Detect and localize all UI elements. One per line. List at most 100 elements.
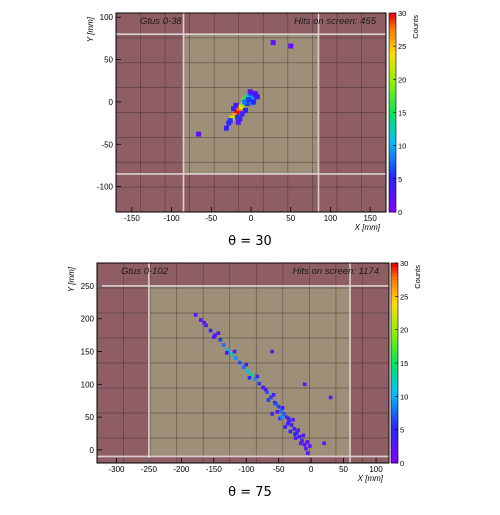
hit-point <box>257 381 262 386</box>
hit-point <box>271 393 276 397</box>
hit-point <box>239 111 245 117</box>
colorbar-band <box>389 59 396 64</box>
colorbar-band <box>391 286 398 291</box>
plot-title-left: Gtus 0-102 <box>121 266 169 277</box>
colorbar-band <box>389 185 396 190</box>
hit-point <box>328 395 333 400</box>
colorbar-band <box>391 266 398 271</box>
plot-title-left: Gtus 0-38 <box>140 16 182 27</box>
colorbar-band <box>391 443 398 447</box>
x-axis-label: X [mm] <box>354 223 381 232</box>
colorbar-band <box>391 436 398 441</box>
colorbar-band <box>391 433 398 437</box>
hit-point <box>304 446 308 451</box>
hit-point <box>245 369 250 373</box>
colorbar-band <box>391 409 398 414</box>
hit-point <box>296 428 300 433</box>
colorbar-band <box>389 172 396 176</box>
colorbar-tick-label: 10 <box>398 142 406 151</box>
colorbar-band <box>391 293 398 297</box>
colorbar-tick-label: 20 <box>400 326 408 335</box>
colorbar-band <box>389 168 396 173</box>
colorbar-band <box>389 182 396 186</box>
colorbar-band <box>389 36 396 40</box>
colorbar-band <box>389 72 396 77</box>
hit-point <box>199 318 203 322</box>
colorbar-band <box>389 89 396 93</box>
hit-point <box>247 89 253 95</box>
colorbar-band <box>389 148 396 153</box>
colorbar-band <box>391 336 398 341</box>
hit-point <box>292 427 297 431</box>
colorbar-band <box>389 112 396 117</box>
hit-point <box>279 408 284 413</box>
colorbar-band <box>391 306 398 311</box>
hit-point <box>213 333 217 337</box>
colorbar-band <box>389 13 396 17</box>
colorbar-band <box>389 22 396 27</box>
colorbar-band <box>391 289 398 294</box>
colorbar-band <box>391 383 398 387</box>
colorbar-band <box>391 343 398 347</box>
colorbar-band <box>391 279 398 284</box>
y-tick-label: 250 <box>81 282 95 291</box>
x-tick-label: 50 <box>339 465 348 474</box>
x-tick-label: -100 <box>238 465 255 474</box>
colorbar-band <box>391 453 398 457</box>
plot-title-right: Hits on screen: 1174 <box>293 266 379 277</box>
colorbar-label: Counts <box>413 265 422 289</box>
x-tick-label: -50 <box>206 214 218 223</box>
colorbar-tick-label: 0 <box>398 208 402 217</box>
hit-point <box>208 328 213 333</box>
hit-point <box>223 125 229 131</box>
y-axis-label: Y [mm] <box>67 266 76 292</box>
hit-point <box>235 114 240 120</box>
colorbar-band <box>389 95 396 100</box>
hit-point <box>302 382 307 387</box>
hit-point <box>275 410 280 414</box>
hit-point <box>254 94 260 100</box>
colorbar-band <box>389 56 396 60</box>
hit-point <box>196 131 202 137</box>
hit-point <box>224 351 229 355</box>
x-tick-label: -300 <box>108 465 125 474</box>
colorbar-band <box>389 115 396 120</box>
colorbar-band <box>391 296 398 301</box>
colorbar-band <box>389 178 396 183</box>
active-region <box>148 285 351 457</box>
colorbar-band <box>389 129 396 133</box>
plot-frame <box>96 262 390 464</box>
colorbar-tick-label: 0 <box>400 459 404 468</box>
hit-point <box>280 406 285 410</box>
hit-point <box>297 434 302 439</box>
colorbar-tick-label: 25 <box>398 42 406 51</box>
colorbar-band <box>391 326 398 331</box>
colorbar-band <box>391 346 398 351</box>
hit-point <box>202 320 206 325</box>
hit-point <box>216 331 221 335</box>
colorbar-band <box>391 329 398 334</box>
colorbar-band <box>389 132 396 137</box>
hit-point <box>322 441 326 446</box>
y-tick-label: 50 <box>85 413 94 422</box>
hit-point <box>204 323 208 328</box>
hit-point <box>250 99 256 105</box>
colorbar-tick-label: 30 <box>400 259 408 268</box>
hit-point <box>247 375 252 380</box>
hit-point <box>241 365 246 370</box>
hit-point <box>284 415 289 419</box>
hit-point <box>308 444 312 448</box>
x-tick-label: 150 <box>363 214 377 223</box>
hit-point <box>283 425 287 429</box>
y-tick-label: 50 <box>104 56 113 65</box>
hit-point <box>244 362 249 367</box>
x-tick-label: 100 <box>369 465 383 474</box>
hit-point <box>282 412 286 416</box>
colorbar-band <box>391 389 398 394</box>
colorbar-band <box>391 419 398 424</box>
hit-point <box>280 415 284 419</box>
colorbar-band <box>391 403 398 407</box>
colorbar-band <box>391 439 398 444</box>
colorbar-band <box>391 459 398 464</box>
hit-point <box>269 395 273 400</box>
